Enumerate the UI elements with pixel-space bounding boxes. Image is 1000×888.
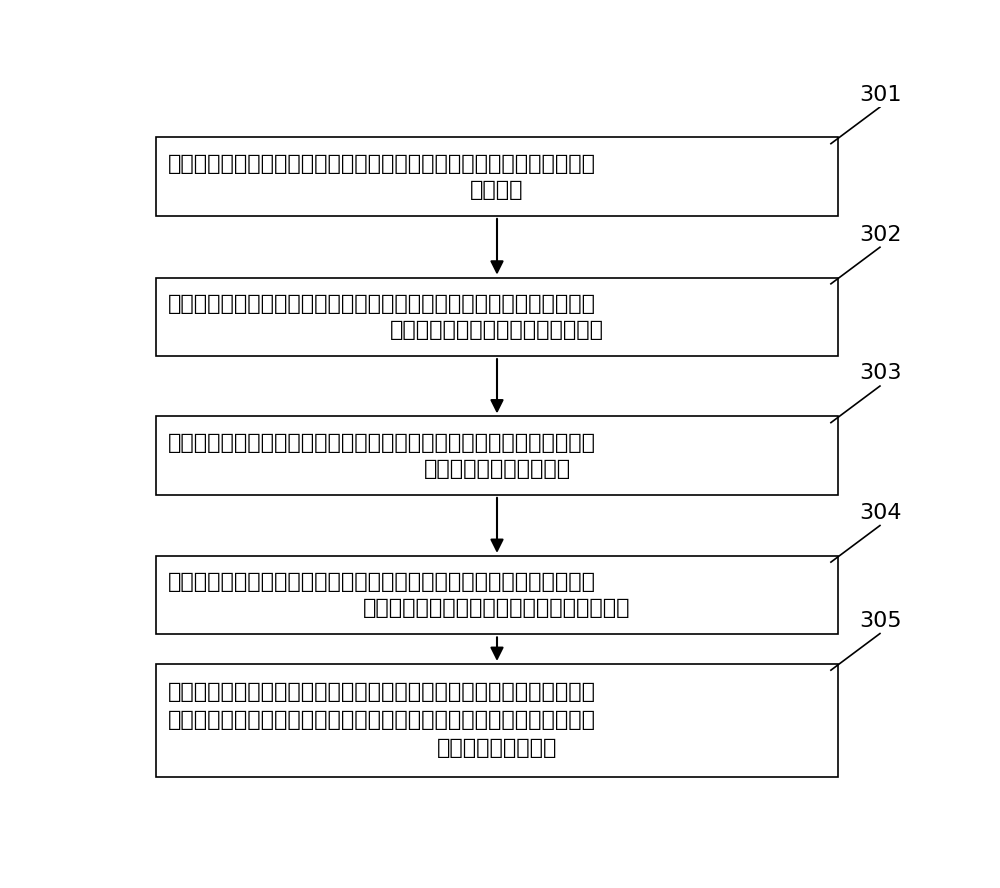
Bar [156, 416, 838, 495]
Text: 以基于所述终端设备反馈的针对至少一种目标能力的支持情况信息，与所: 以基于所述终端设备反馈的针对至少一种目标能力的支持情况信息，与所 [168, 710, 596, 730]
Text: 将至少包含有所述至少一种标识信息、以及选取的所述终端设备的至少一: 将至少包含有所述至少一种标识信息、以及选取的所述终端设备的至少一 [168, 294, 596, 313]
FancyArrowPatch shape [491, 638, 503, 659]
FancyArrowPatch shape [491, 359, 503, 411]
Text: 述终端设备进行交互: 述终端设备进行交互 [437, 739, 557, 758]
Text: 303: 303 [859, 363, 902, 384]
Text: 302: 302 [859, 225, 902, 245]
Text: 304: 304 [859, 503, 902, 523]
Text: 若所述支持情况信息表征无法查询到所述终端设备所支持的能力，则向所: 若所述支持情况信息表征无法查询到所述终端设备所支持的能力，则向所 [168, 572, 596, 592]
Bar [156, 278, 838, 356]
Text: 接收到网络侧基于所述至少一种标识信息反馈的所述终端设备的至少一种: 接收到网络侧基于所述至少一种标识信息反馈的所述终端设备的至少一种 [168, 432, 596, 453]
Text: 301: 301 [859, 84, 902, 105]
Text: 述终端设备发送至少一种目标能力的查询信息: 述终端设备发送至少一种目标能力的查询信息 [363, 599, 631, 618]
Text: 种目标能力的查询信息发送至网络侧: 种目标能力的查询信息发送至网络侧 [390, 320, 604, 340]
Text: 目标能力: 目标能力 [470, 179, 524, 200]
Bar [156, 138, 838, 216]
Text: 接收到所述终端设备反馈的针对所述至少一种目标能力的支持情况信息，: 接收到所述终端设备反馈的针对所述至少一种目标能力的支持情况信息， [168, 682, 596, 702]
Bar [156, 664, 838, 777]
FancyArrowPatch shape [491, 497, 503, 551]
Text: 获取到终端设备的至少一种标识信息，选取针对所述终端设备的至少一种: 获取到终端设备的至少一种标识信息，选取针对所述终端设备的至少一种 [168, 154, 596, 173]
Text: 目标能力的支持情况信息: 目标能力的支持情况信息 [423, 459, 571, 479]
Text: 305: 305 [859, 611, 902, 631]
FancyArrowPatch shape [491, 218, 503, 273]
Bar [156, 556, 838, 634]
